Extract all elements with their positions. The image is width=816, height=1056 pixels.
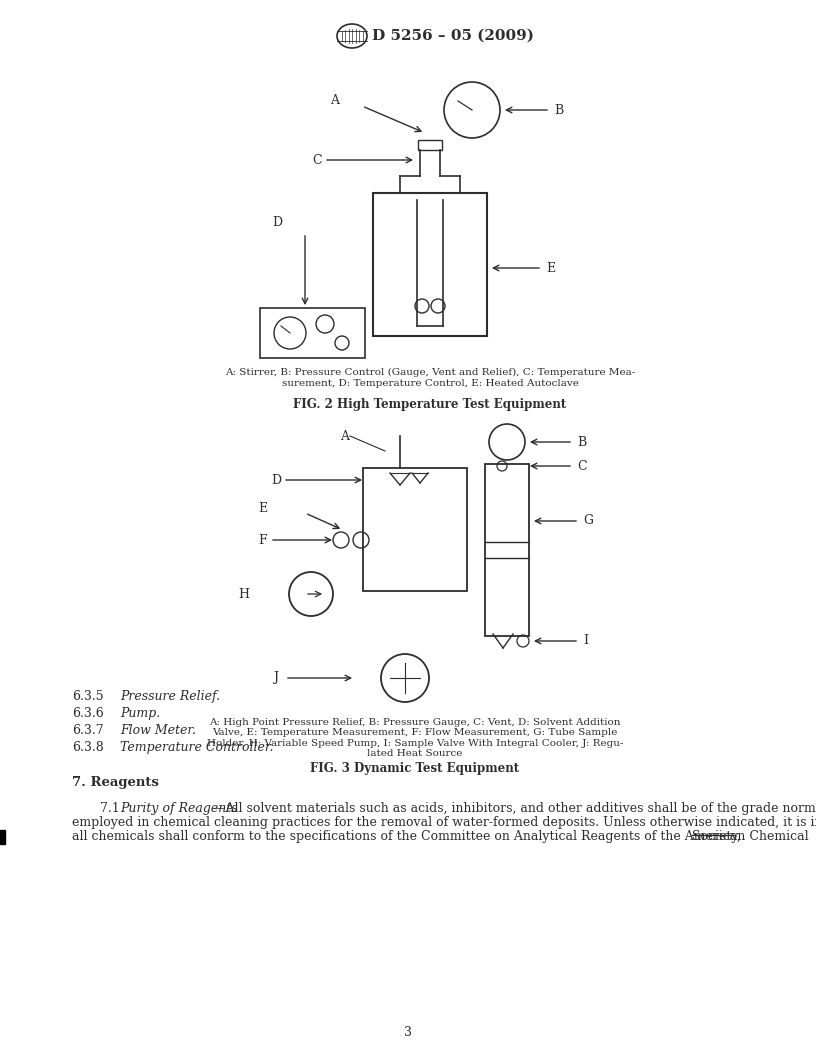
Text: employed in chemical cleaning practices for the removal of water-formed deposits: employed in chemical cleaning practices … xyxy=(72,816,816,829)
Text: FIG. 2 High Temperature Test Equipment: FIG. 2 High Temperature Test Equipment xyxy=(294,398,566,411)
Text: Purity of Reagents: Purity of Reagents xyxy=(120,802,237,815)
Text: D 5256 – 05 (2009): D 5256 – 05 (2009) xyxy=(372,29,534,43)
Text: A: Stirrer, B: Pressure Control (Gauge, Vent and Relief), C: Temperature Mea-
su: A: Stirrer, B: Pressure Control (Gauge, … xyxy=(225,367,635,388)
Text: D: D xyxy=(271,473,282,487)
Bar xyxy=(260,308,365,358)
Text: Flow Meter.: Flow Meter. xyxy=(120,724,196,737)
Text: 6.3.5: 6.3.5 xyxy=(72,690,104,703)
Text: Society,: Society, xyxy=(692,830,741,843)
Text: E: E xyxy=(546,262,555,275)
Text: J: J xyxy=(273,672,278,684)
Text: C: C xyxy=(312,153,322,167)
Text: H: H xyxy=(238,587,249,601)
Bar xyxy=(363,468,467,591)
Text: F: F xyxy=(258,533,267,547)
Text: FIG. 3 Dynamic Test Equipment: FIG. 3 Dynamic Test Equipment xyxy=(310,762,520,775)
Text: B: B xyxy=(577,435,586,449)
Text: A: A xyxy=(330,94,339,107)
Text: A: High Point Pressure Relief, B: Pressure Gauge, C: Vent, D: Solvent Addition
V: A: High Point Pressure Relief, B: Pressu… xyxy=(206,718,623,758)
Bar xyxy=(418,140,442,150)
Text: G: G xyxy=(583,514,593,528)
Text: D: D xyxy=(272,216,282,229)
Text: C: C xyxy=(577,459,587,472)
Text: Temperature Controller.: Temperature Controller. xyxy=(120,741,273,754)
Text: I: I xyxy=(583,635,588,647)
Text: E: E xyxy=(258,502,267,514)
Text: —All solvent materials such as acids, inhibitors, and other additives shall be o: —All solvent materials such as acids, in… xyxy=(213,802,816,815)
Text: 6.3.6: 6.3.6 xyxy=(72,708,104,720)
Text: B: B xyxy=(554,103,563,116)
Text: all chemicals shall conform to the specifications of the Committee on Analytical: all chemicals shall conform to the speci… xyxy=(72,830,813,843)
Text: A: A xyxy=(340,430,349,442)
Text: Pump.: Pump. xyxy=(120,708,160,720)
Text: 3: 3 xyxy=(404,1025,412,1038)
Text: 6.3.8: 6.3.8 xyxy=(72,741,104,754)
Bar xyxy=(373,193,487,336)
Text: 7. Reagents: 7. Reagents xyxy=(72,776,159,789)
Bar xyxy=(0,830,5,844)
Bar xyxy=(485,464,529,636)
Text: 7.1: 7.1 xyxy=(100,802,124,815)
Text: 6.3.7: 6.3.7 xyxy=(72,724,104,737)
Text: Pressure Relief.: Pressure Relief. xyxy=(120,690,220,703)
